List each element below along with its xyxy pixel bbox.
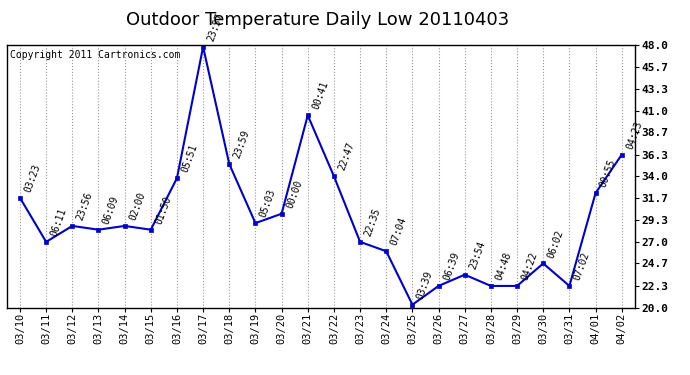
Text: 02:00: 02:00 <box>128 191 147 222</box>
Text: 07:04: 07:04 <box>389 216 408 247</box>
Text: 04:23: 04:23 <box>624 120 644 150</box>
Text: 03:39: 03:39 <box>415 270 435 300</box>
Text: 23:59: 23:59 <box>232 129 251 160</box>
Text: 22:47: 22:47 <box>337 141 356 172</box>
Text: 03:23: 03:23 <box>23 163 42 194</box>
Text: 01:50: 01:50 <box>154 195 173 225</box>
Text: 23:56: 23:56 <box>75 191 95 222</box>
Text: 23:54: 23:54 <box>468 240 487 270</box>
Text: 00:55: 00:55 <box>598 158 618 189</box>
Text: Copyright 2011 Cartronics.com: Copyright 2011 Cartronics.com <box>10 50 180 60</box>
Text: 04:48: 04:48 <box>493 251 513 282</box>
Text: 23:57: 23:57 <box>206 12 226 43</box>
Text: 00:00: 00:00 <box>284 178 304 210</box>
Text: 07:02: 07:02 <box>572 251 591 282</box>
Text: 06:39: 06:39 <box>442 251 461 282</box>
Text: 04:22: 04:22 <box>520 251 540 282</box>
Text: 06:11: 06:11 <box>49 207 68 238</box>
Text: 06:09: 06:09 <box>101 195 121 225</box>
Text: Outdoor Temperature Daily Low 20110403: Outdoor Temperature Daily Low 20110403 <box>126 11 509 29</box>
Text: 06:02: 06:02 <box>546 228 565 259</box>
Text: 22:35: 22:35 <box>363 207 382 238</box>
Text: 00:41: 00:41 <box>310 80 330 111</box>
Text: 05:51: 05:51 <box>179 143 199 174</box>
Text: 05:03: 05:03 <box>258 188 277 219</box>
